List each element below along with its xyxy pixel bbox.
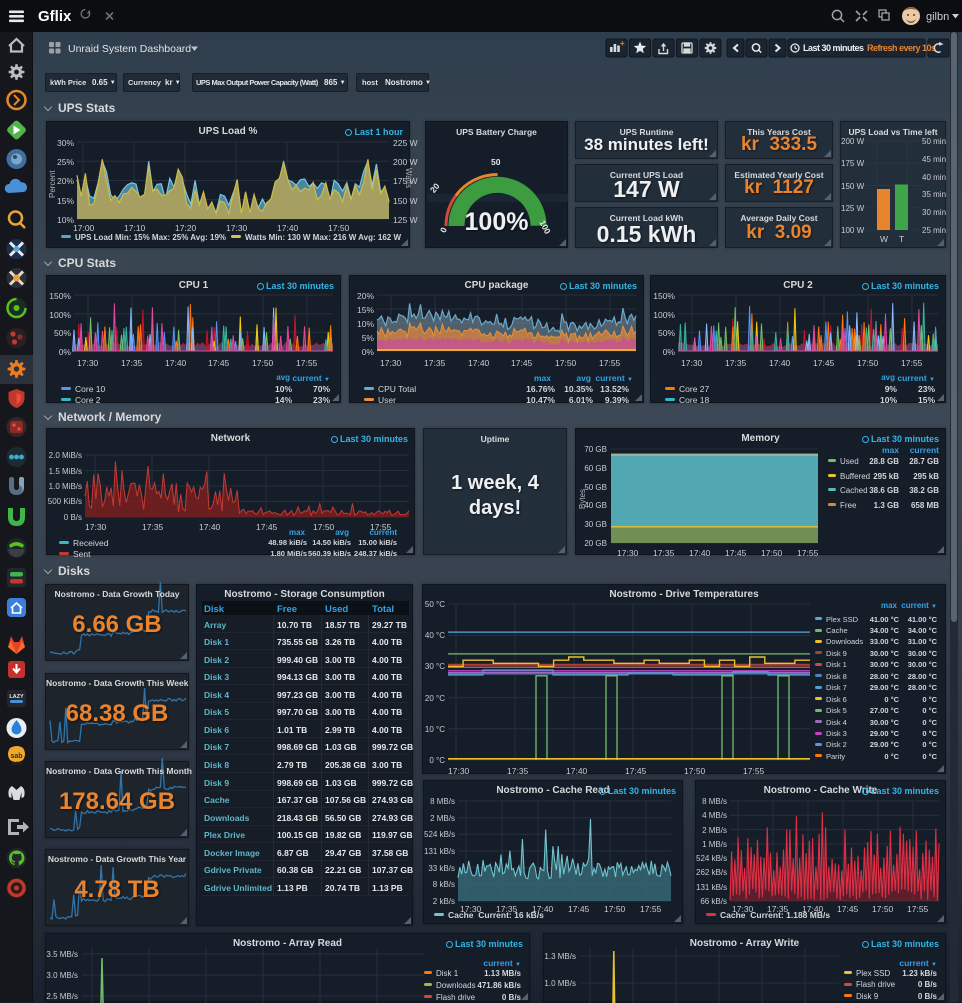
svg-text:Last 30 minutes: Last 30 minutes (803, 43, 864, 53)
svg-text:LAZY: LAZY (9, 694, 24, 700)
svg-text:+: + (620, 39, 625, 48)
svg-text:nzbd: nzbd (11, 761, 22, 767)
svg-text:Gflix: Gflix (38, 8, 72, 25)
svg-text:Unraid System Dashboard: Unraid System Dashboard (68, 43, 191, 55)
svg-text:sab: sab (10, 753, 22, 760)
svg-text:gilbn: gilbn (926, 11, 949, 23)
svg-text:Refresh every 10s: Refresh every 10s (867, 43, 936, 53)
